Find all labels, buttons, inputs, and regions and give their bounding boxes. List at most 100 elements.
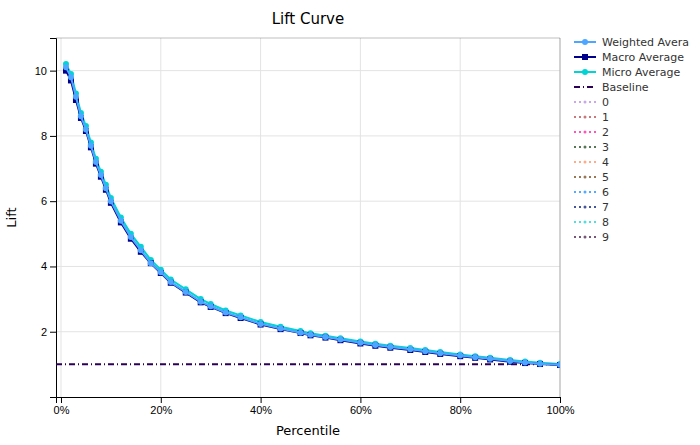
marker-shape [278, 325, 284, 331]
marker-shape [223, 310, 229, 316]
marker-shape [93, 159, 99, 165]
series-marker [307, 332, 313, 338]
marker-shape [407, 347, 413, 353]
legend-swatch [574, 176, 596, 178]
x-tick: 100% [546, 397, 574, 416]
legend-marker-shape [584, 221, 587, 224]
marker-shape [208, 304, 214, 310]
series-marker [472, 354, 478, 360]
x-tick-mark [161, 397, 162, 403]
series-marker [238, 314, 244, 320]
series-marker [507, 358, 513, 364]
series-line [66, 71, 560, 365]
marker-shape [198, 299, 204, 305]
series-marker [457, 352, 463, 358]
grid-line [560, 38, 561, 397]
series-marker [223, 310, 229, 316]
marker-shape [73, 94, 79, 100]
marker-shape [357, 340, 363, 346]
x-axis-line [57, 398, 561, 404]
y-tick: 2 [41, 326, 56, 338]
series-marker [487, 356, 493, 362]
legend-item: 5 [574, 171, 609, 184]
series-marker [118, 218, 124, 224]
x-tick-mark [360, 397, 361, 403]
marker-shape [208, 303, 214, 309]
marker-shape [422, 348, 428, 354]
legend-marker [584, 116, 587, 119]
marker-shape [337, 337, 343, 343]
series-marker [557, 362, 560, 368]
marker-shape [507, 359, 513, 365]
series-marker [198, 299, 204, 305]
marker-shape [98, 172, 104, 178]
legend-label: 2 [602, 126, 609, 139]
legend-marker [582, 39, 588, 45]
marker-shape [183, 290, 189, 296]
marker-shape [108, 198, 114, 204]
y-tick-label: 10 [35, 65, 47, 77]
x-tick-label: 100% [546, 404, 574, 416]
series-marker [208, 303, 214, 309]
series-marker [108, 198, 114, 204]
legend-item: Weighted Avera [574, 36, 689, 49]
legend-item: 7 [574, 201, 609, 214]
series-marker [88, 143, 94, 149]
series-marker [522, 358, 528, 364]
legend-marker [584, 161, 587, 164]
series-marker [307, 332, 313, 338]
marker-shape [337, 337, 343, 343]
marker-shape [457, 353, 463, 359]
marker-shape [507, 358, 513, 364]
y-tick-mark [50, 136, 56, 137]
x-tick-label: 0% [54, 404, 70, 416]
y-tick: 10 [35, 65, 56, 77]
marker-shape [307, 332, 313, 338]
series-marker [557, 361, 560, 367]
marker-shape [238, 314, 244, 320]
legend-marker-shape [584, 116, 587, 119]
series-marker [422, 349, 428, 355]
series-marker [93, 159, 99, 165]
series-marker [322, 334, 328, 340]
marker-shape [357, 340, 363, 346]
series-marker [73, 94, 79, 100]
marker-shape [168, 279, 174, 285]
marker-shape [103, 185, 109, 191]
marker-shape [198, 299, 204, 305]
legend-marker-shape [584, 101, 587, 104]
series-marker [298, 330, 304, 336]
series-marker [522, 359, 528, 365]
marker-shape [278, 326, 284, 332]
legend-item: 0 [574, 96, 609, 109]
series-marker [337, 337, 343, 343]
marker-shape [63, 64, 69, 70]
grid-line [56, 70, 560, 71]
y-axis-title: Lift [4, 207, 19, 227]
legend-marker [584, 206, 587, 209]
marker-shape [557, 362, 560, 368]
marker-shape [407, 346, 413, 352]
marker-shape [472, 354, 478, 360]
series-marker [557, 362, 560, 368]
legend-swatch [574, 131, 596, 133]
marker-shape [437, 350, 443, 356]
marker-shape [522, 358, 528, 364]
legend-marker-shape [584, 191, 587, 194]
marker-shape [168, 280, 174, 286]
marker-shape [68, 74, 74, 80]
legend-swatch [574, 116, 596, 118]
marker-shape [522, 360, 528, 366]
series-marker [322, 335, 328, 341]
x-tick-mark [61, 397, 62, 403]
marker-shape [223, 309, 229, 315]
series-marker [158, 269, 164, 275]
series-marker [278, 325, 284, 331]
marker-shape [372, 343, 378, 349]
legend-label: Macro Average [602, 51, 684, 64]
marker-shape [88, 143, 94, 149]
legend-swatch [574, 146, 596, 148]
series-marker [298, 330, 304, 336]
marker-shape [537, 361, 543, 367]
legend: Weighted AveraMacro AverageMicro Average… [574, 36, 689, 244]
